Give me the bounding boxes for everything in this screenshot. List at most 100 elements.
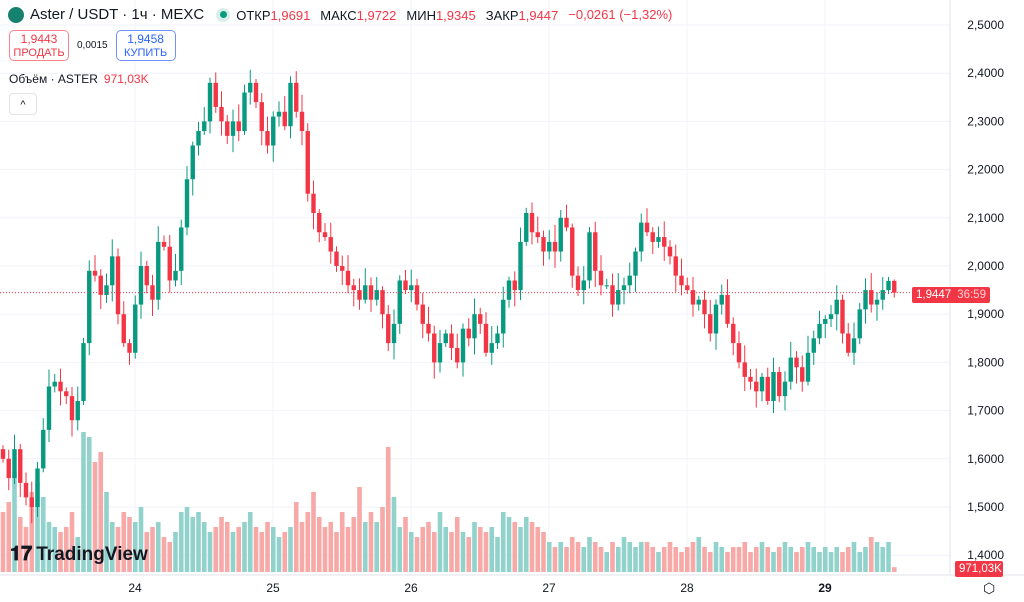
candle-body [18, 449, 23, 483]
volume-bar [207, 532, 213, 572]
volume-bar [282, 532, 288, 572]
last-price: 1,9447 [916, 289, 952, 301]
volume-bar [121, 512, 127, 572]
candle-body [219, 106, 224, 122]
candle-body [92, 270, 98, 276]
volume-bar [81, 432, 86, 572]
volume-bar [610, 542, 615, 572]
buy-button[interactable]: 1,9458 КУПИТЬ [115, 30, 176, 61]
candle-body [846, 333, 851, 353]
candle-body [363, 285, 368, 300]
volume-bar [564, 547, 569, 572]
candle-body [857, 309, 862, 339]
sell-price: 1,9443 [20, 32, 58, 46]
candle-body [662, 237, 667, 247]
volume-bar [334, 532, 339, 572]
candle-body [449, 333, 454, 348]
candle-body [173, 270, 178, 281]
candle-body [12, 449, 17, 479]
close-value: 1,9447 [518, 7, 559, 23]
candle-body [414, 285, 420, 305]
candle-body [478, 314, 483, 324]
volume-bar [684, 547, 690, 572]
candle-countdown: 36:59 [957, 289, 986, 301]
settings-icon[interactable]: ⬡ [983, 580, 996, 596]
y-tick-label: 2,4000 [967, 66, 1004, 80]
volume-bar [173, 532, 178, 572]
volume-bar [811, 547, 817, 572]
candle-body [708, 314, 713, 334]
sell-label: ПРОДАТЬ [13, 47, 65, 59]
collapse-legend-button[interactable]: ^ [9, 93, 37, 115]
candle-body [869, 290, 874, 305]
volume-bar [276, 537, 282, 572]
candle-body [345, 270, 351, 286]
candle-body [455, 347, 460, 363]
candle-body [184, 179, 190, 228]
candle-body [782, 381, 788, 397]
candle-body [46, 386, 52, 430]
volume-bar [328, 522, 334, 572]
candle-body [115, 256, 121, 315]
candle-body [368, 285, 374, 300]
volume-bar [851, 542, 857, 572]
volume-label: Объём · ASTER [9, 72, 98, 86]
candle-body [0, 449, 6, 459]
volume-value: 971,03K [103, 72, 149, 86]
candle-body [380, 290, 385, 315]
volume-bar [857, 552, 863, 572]
volume-bar [483, 532, 489, 572]
candle-body [276, 111, 282, 117]
candle-body [236, 121, 241, 132]
tv-logo-icon: 𝟏𝟕 [10, 543, 33, 565]
volume-bar [817, 552, 822, 572]
candle-body [472, 314, 477, 339]
volume-bar [822, 547, 828, 572]
y-tick-label: 1,8000 [967, 355, 1004, 369]
candle-body [777, 372, 782, 397]
volume-bar [109, 522, 115, 572]
volume-bar [598, 547, 604, 572]
volume-bar [431, 532, 437, 572]
candle-body [627, 275, 632, 286]
volume-bar [644, 542, 650, 572]
volume-bar [196, 512, 201, 572]
volume-bar [351, 517, 357, 572]
volume-bar [443, 527, 449, 572]
candle-body [144, 266, 149, 286]
sell-button[interactable]: 1,9443 ПРОДАТЬ [9, 30, 69, 61]
candle-body [696, 299, 701, 305]
volume-bar [178, 512, 184, 572]
volume-tag: 971,03K [955, 561, 1003, 577]
volume-bar [679, 552, 684, 572]
volume-bar [765, 547, 771, 572]
volume-bar [345, 527, 351, 572]
y-tick-label: 2,0000 [967, 259, 1004, 273]
volume-bar [558, 542, 564, 572]
y-tick-label: 1,5000 [967, 500, 1004, 514]
candle-body [805, 352, 811, 382]
volume-bar [552, 547, 558, 572]
candle-body [110, 256, 115, 286]
market-status-icon[interactable] [216, 7, 231, 22]
volume-bar [690, 542, 696, 572]
candle-body [437, 343, 443, 363]
candle-body [713, 304, 719, 334]
volume-bar [546, 542, 552, 572]
last-price-tag: 1,9447 36:59 [912, 287, 990, 303]
candle-body [460, 328, 466, 363]
volume-bar [523, 517, 529, 572]
tradingview-logo[interactable]: 𝟏𝟕 TradingView [10, 543, 148, 566]
candle-body [685, 285, 690, 291]
volume-bar [489, 527, 495, 572]
volume-bar [638, 542, 644, 572]
candle-body [58, 381, 63, 392]
volume-bar [633, 547, 638, 572]
volume-bar [782, 542, 788, 572]
candle-body [397, 280, 402, 324]
symbol-title[interactable]: Aster / USDT · 1ч · MEXC [30, 6, 205, 23]
candle-body [179, 227, 184, 271]
candle-body [892, 280, 897, 293]
candle-body [817, 323, 822, 339]
